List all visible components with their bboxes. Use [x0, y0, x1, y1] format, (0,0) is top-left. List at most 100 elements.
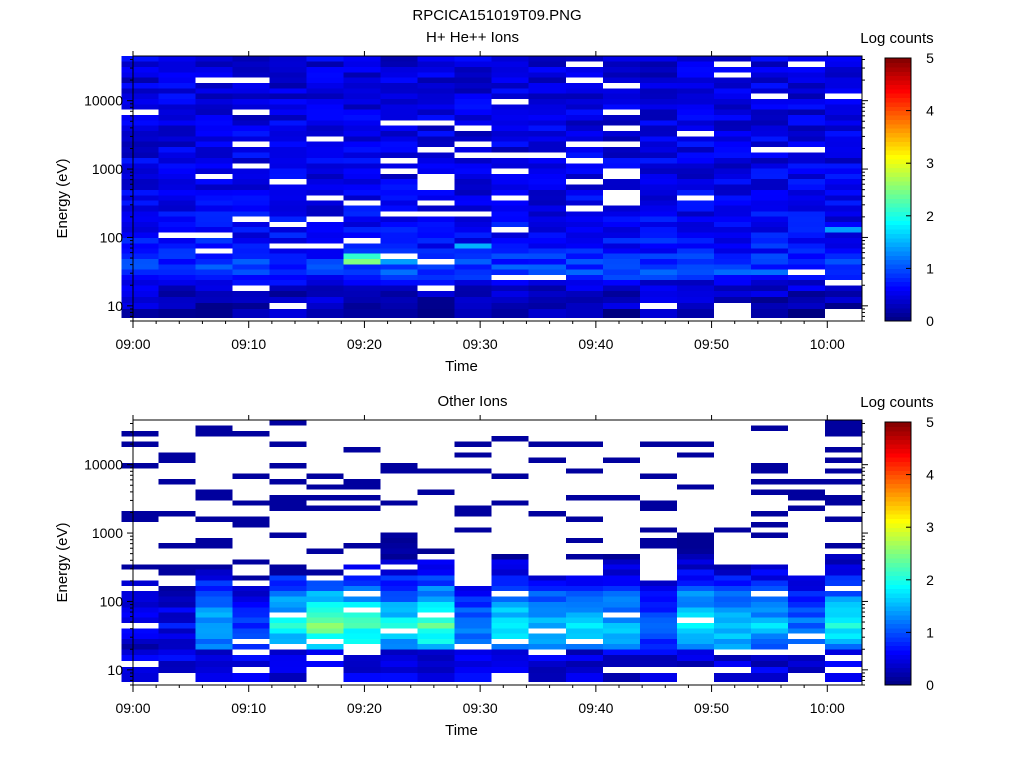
heatmap-cell: [676, 569, 714, 576]
colorbar-segment: [885, 452, 911, 458]
heatmap-cell: [380, 130, 418, 137]
heatmap-cell: [565, 147, 603, 153]
heatmap-cell: [639, 633, 677, 639]
heatmap-cell: [787, 264, 825, 270]
heatmap-cell: [750, 661, 788, 668]
heatmap-cell: [343, 264, 381, 270]
heatmap-cell: [713, 232, 751, 238]
heatmap-cell: [158, 195, 196, 201]
heatmap-cell: [565, 580, 603, 586]
heatmap-cell: [602, 248, 640, 254]
heatmap-cell: [195, 259, 233, 265]
colorbar-segment: [885, 75, 911, 81]
heatmap-cell: [639, 163, 677, 169]
colorbar-segment: [885, 62, 911, 68]
heatmap-cell: [269, 601, 307, 608]
heatmap-cell: [602, 607, 640, 613]
heatmap-cell: [417, 291, 455, 298]
heatmap-cell: [121, 152, 159, 158]
heatmap-cell: [565, 130, 603, 137]
heatmap-cell: [454, 221, 492, 228]
heatmap-cell: [602, 163, 640, 169]
heatmap-cell: [269, 136, 307, 142]
heatmap-cell: [269, 279, 307, 286]
heatmap-cell: [121, 617, 159, 624]
heatmap-cell: [491, 205, 529, 212]
heatmap-cell: [528, 279, 566, 286]
heatmap-cell: [158, 184, 196, 191]
heatmap-cell: [380, 655, 418, 662]
colorbar-segment: [885, 562, 911, 568]
heatmap-cell: [454, 136, 492, 142]
heatmap-cell: [195, 227, 233, 233]
heatmap-cell: [602, 77, 640, 83]
y-tick-label: 1000: [92, 161, 123, 177]
heatmap-cell: [195, 596, 233, 602]
heatmap-cell: [824, 569, 862, 576]
heatmap-cell: [676, 141, 714, 148]
heatmap-cell: [158, 136, 196, 142]
heatmap-cell: [380, 617, 418, 624]
colorbar-segment: [885, 601, 911, 607]
x-axis-label: Time: [445, 358, 478, 375]
heatmap-cell: [232, 274, 270, 280]
heatmap-cell: [639, 130, 677, 137]
heatmap-cell: [824, 649, 862, 656]
heatmap-cell: [787, 607, 825, 613]
heatmap-cell: [195, 56, 233, 62]
heatmap-cell: [713, 227, 751, 233]
heatmap-cell: [195, 655, 233, 662]
heatmap-cell: [454, 673, 492, 682]
heatmap-cell: [121, 237, 159, 244]
heatmap-cell: [454, 623, 492, 629]
heatmap-cell: [565, 649, 603, 656]
heatmap-cell: [306, 77, 344, 83]
heatmap-cell: [676, 633, 714, 639]
heatmap-cell: [417, 548, 455, 555]
heatmap-cell: [121, 141, 159, 148]
heatmap-cell: [639, 205, 677, 212]
heatmap-cell: [343, 585, 381, 592]
heatmap-cell: [121, 638, 159, 644]
heatmap-cell: [713, 253, 751, 260]
heatmap-cell: [195, 274, 233, 280]
heatmap-cell: [639, 157, 677, 164]
heatmap-cell: [454, 505, 492, 512]
x-tick-label: 09:20: [347, 336, 382, 352]
heatmap-cell: [639, 279, 677, 286]
heatmap-cell: [639, 269, 677, 275]
heatmap-cell: [195, 237, 233, 244]
heatmap-cell: [639, 441, 677, 447]
heatmap-cell: [343, 56, 381, 62]
heatmap-cell: [528, 61, 566, 67]
heatmap-cell: [454, 269, 492, 275]
heatmap-cell: [158, 120, 196, 126]
colorbar-label: Log counts: [860, 30, 933, 47]
heatmap-cell: [158, 601, 196, 608]
heatmap-cell: [454, 441, 492, 447]
heatmap-cell: [491, 93, 529, 99]
heatmap-cell: [454, 638, 492, 644]
colorbar-segment: [885, 171, 911, 177]
heatmap-cell: [824, 580, 862, 586]
heatmap-cell: [269, 291, 307, 298]
heatmap-cell: [528, 56, 566, 62]
heatmap-cell: [380, 673, 418, 682]
heatmap-cell: [787, 211, 825, 217]
heatmap-cell: [639, 623, 677, 629]
heatmap-cell: [158, 190, 196, 196]
heatmap-cell: [380, 109, 418, 115]
heatmap-cell: [232, 575, 270, 581]
heatmap-cell: [158, 633, 196, 639]
heatmap-cell: [417, 221, 455, 228]
heatmap-cell: [528, 633, 566, 639]
heatmap-cell: [824, 205, 862, 212]
heatmap-cell: [787, 248, 825, 254]
heatmap-cell: [306, 596, 344, 602]
colorbar-segment: [885, 193, 911, 199]
heatmap-cell: [565, 232, 603, 238]
heatmap-cell: [713, 628, 751, 634]
heatmap-cell: [824, 109, 862, 115]
heatmap-cell: [306, 157, 344, 164]
heatmap-cell: [713, 163, 751, 169]
